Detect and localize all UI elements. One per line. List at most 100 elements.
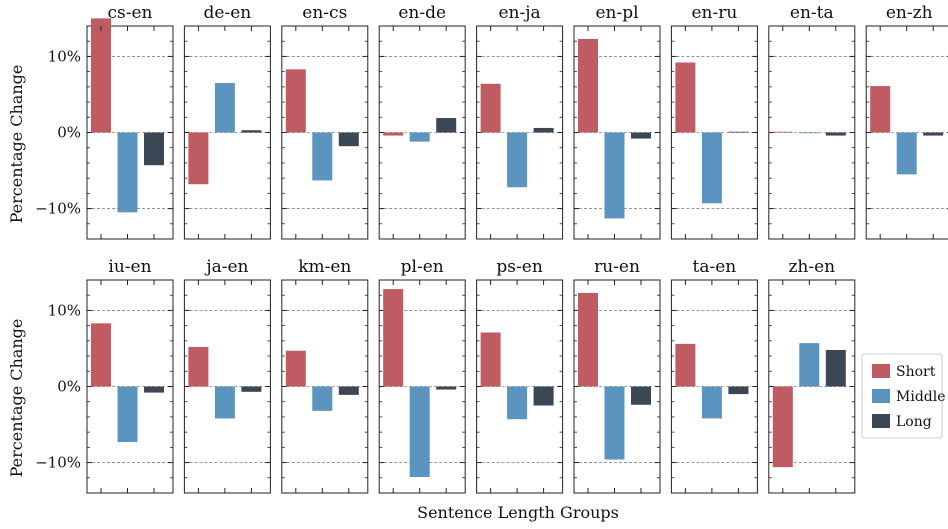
- bar-middle: [604, 386, 625, 460]
- bar-long: [241, 386, 262, 392]
- panel-title: ru-en: [594, 257, 640, 277]
- bar-long: [825, 132, 846, 136]
- bar-short: [91, 323, 111, 387]
- panel-iu-en: −10% 0% 10% iu-en: [35, 257, 174, 494]
- panel-title: en-pl: [595, 3, 638, 23]
- bar-long: [923, 132, 944, 136]
- panel-title: zh-en: [788, 257, 835, 277]
- bar-middle: [604, 132, 625, 219]
- panel-title: cs-en: [108, 3, 153, 23]
- bar-middle: [799, 343, 820, 387]
- bar-long: [144, 132, 164, 166]
- bar-long: [533, 127, 554, 133]
- bar-short: [91, 18, 111, 133]
- bar-long: [338, 386, 359, 395]
- bar-long: [144, 386, 164, 393]
- bar-middle: [117, 132, 138, 213]
- bar-middle: [117, 386, 138, 443]
- panel-title: de-en: [204, 3, 252, 23]
- bar-short: [675, 62, 696, 133]
- legend-label-middle: Middle: [896, 389, 946, 405]
- bar-middle: [214, 83, 235, 133]
- panel-title: en-ja: [499, 3, 541, 23]
- legend: Short Middle Long: [861, 353, 946, 439]
- panel-title: en-ta: [790, 3, 834, 23]
- panel-cs-en: −10% 0% 10% cs-en: [35, 3, 174, 240]
- bar-middle: [507, 132, 528, 188]
- bar-short: [870, 86, 891, 133]
- bar-middle: [896, 132, 917, 175]
- bar-long: [338, 132, 359, 147]
- bar-long: [631, 132, 651, 139]
- bar-short: [285, 69, 306, 133]
- panel-pl-en: pl-en: [378, 257, 466, 494]
- y-tick-label: 0%: [57, 378, 81, 396]
- bar-short: [578, 292, 598, 387]
- y-tick-label: 0%: [57, 124, 81, 142]
- legend-label-long: Long: [896, 414, 932, 430]
- legend-swatch-middle: [872, 389, 890, 403]
- panel-title: en-ru: [691, 3, 737, 23]
- bar-short: [772, 386, 793, 468]
- panel-title: en-zh: [886, 3, 933, 23]
- panel-ps-en: ps-en: [476, 257, 564, 494]
- bar-middle: [701, 386, 722, 419]
- y-axis-label-top: Percentage Change: [7, 65, 26, 224]
- bar-middle: [507, 386, 528, 420]
- bar-short: [188, 132, 209, 185]
- panel-title: iu-en: [108, 257, 151, 277]
- legend-swatch-long: [872, 414, 890, 428]
- panel-title: pl-en: [401, 257, 444, 277]
- x-axis-label: Sentence Length Groups: [417, 503, 619, 522]
- legend-label-short: Short: [896, 364, 936, 380]
- panel-title: ps-en: [496, 257, 542, 277]
- panel-ru-en: ru-en: [573, 257, 661, 494]
- bar-long: [436, 118, 457, 133]
- bar-long: [728, 131, 749, 133]
- bar-long: [436, 386, 457, 390]
- bar-short: [480, 332, 501, 387]
- panel-zh-en: zh-en: [768, 257, 856, 494]
- y-tick-label: −10%: [35, 200, 81, 218]
- panel-en-zh: en-zh: [865, 3, 948, 240]
- bar-short: [188, 346, 209, 387]
- panel-de-en: de-en: [183, 3, 271, 240]
- panel-en-pl: en-pl: [573, 3, 661, 240]
- panel-en-ru: en-ru: [670, 3, 758, 240]
- panel-en-cs: en-cs: [281, 3, 369, 240]
- panels: −10% 0% 10% cs-en de-en en-cs en-de en-ja en-pl e…: [35, 3, 948, 494]
- y-tick-label: 10%: [48, 301, 81, 319]
- bar-short: [383, 132, 404, 136]
- bar-middle: [701, 132, 722, 204]
- legend-swatch-short: [872, 364, 890, 378]
- bar-short: [383, 289, 404, 387]
- y-tick-label: 10%: [48, 47, 81, 65]
- bar-long: [728, 386, 749, 395]
- bar-long: [241, 130, 262, 133]
- bar-short: [578, 38, 598, 133]
- bar-middle: [799, 132, 820, 134]
- bar-long: [631, 386, 651, 405]
- panel-ja-en: ja-en: [183, 257, 271, 494]
- bar-short: [675, 343, 696, 387]
- panel-en-de: en-de: [378, 3, 466, 240]
- y-axis-label-bottom: Percentage Change: [7, 319, 26, 478]
- bar-middle: [312, 132, 333, 181]
- panel-title: ta-en: [693, 257, 737, 277]
- panel-title: km-en: [298, 257, 351, 277]
- panel-en-ta: en-ta: [768, 3, 856, 240]
- bar-middle: [409, 386, 430, 478]
- bar-short: [480, 83, 501, 133]
- panel-title: ja-en: [204, 257, 248, 277]
- bar-long: [825, 349, 846, 387]
- bar-middle: [312, 386, 333, 411]
- panel-en-ja: en-ja: [476, 3, 564, 240]
- bar-short: [285, 350, 306, 387]
- bar-middle: [409, 132, 430, 142]
- panel-km-en: km-en: [281, 257, 369, 494]
- panel-ta-en: ta-en: [670, 257, 758, 494]
- bar-middle: [214, 386, 235, 419]
- panel-title: en-cs: [302, 3, 347, 23]
- y-tick-label: −10%: [35, 454, 81, 472]
